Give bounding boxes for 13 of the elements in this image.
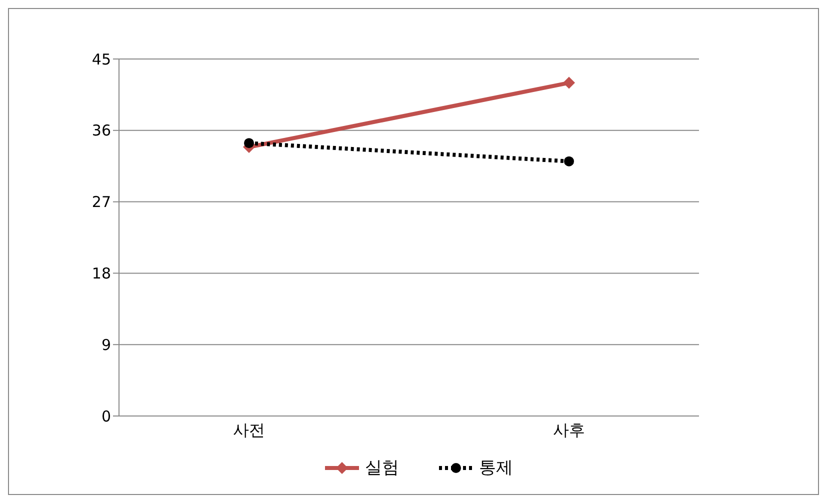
x-tick-label: 사전: [233, 420, 265, 440]
y-tick-label: 36: [92, 122, 111, 140]
y-tick-label: 9: [101, 336, 111, 354]
point: [244, 138, 254, 148]
y-tick-label: 18: [92, 264, 111, 283]
point: [564, 156, 574, 166]
legend-label: 실험: [364, 457, 399, 479]
y-tick-label: 27: [92, 193, 111, 212]
legend-label: 통제: [478, 457, 513, 479]
y-tick-label: 45: [92, 50, 111, 68]
point: [563, 76, 575, 89]
y-tick-label: 0: [101, 407, 111, 426]
x-tick-label: 사후: [553, 420, 585, 440]
